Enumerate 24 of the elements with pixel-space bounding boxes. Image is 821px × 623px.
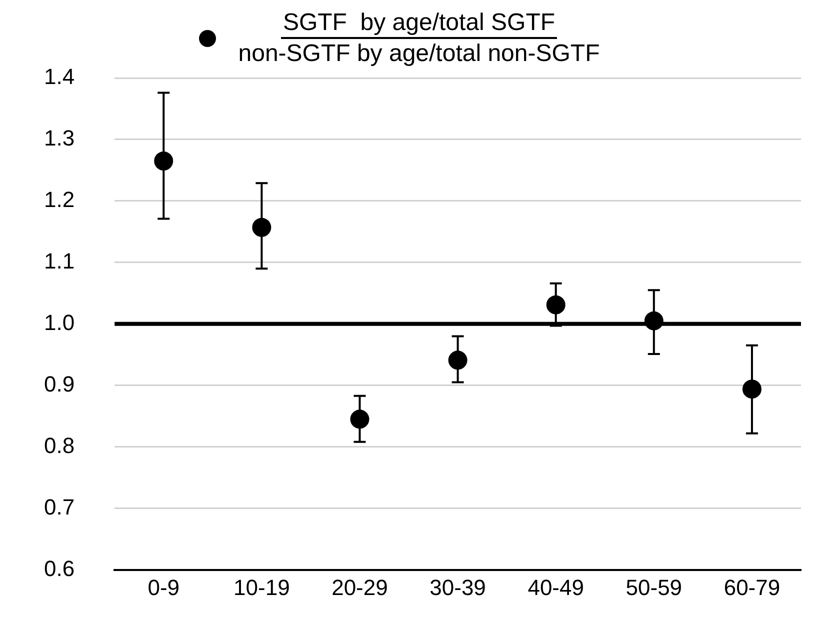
point: [154, 151, 174, 170]
y-tick-label: 0.9: [44, 371, 75, 396]
y-tick-label: 0.6: [44, 556, 75, 581]
x-tick-label: 50-59: [626, 575, 682, 600]
point: [644, 311, 664, 330]
y-tick-label: 1.0: [44, 310, 75, 335]
y-tick-label: 1.4: [44, 64, 75, 90]
text: SGTF by age/total SGTF non-SGTF by age/total non-SGTF: [238, 8, 600, 68]
x-tick-label: 10-19: [234, 575, 290, 600]
point: [448, 350, 468, 370]
y-tick-label: 1.1: [44, 248, 75, 274]
y-tick-label: 0.8: [44, 432, 75, 458]
x-tick-label: 20-29: [332, 575, 388, 600]
point: [350, 410, 370, 429]
x-tick-label: 0-9: [148, 575, 180, 600]
y-tick-label: 0.7: [44, 494, 75, 520]
point: [252, 218, 272, 237]
point: [546, 295, 566, 314]
y-tick-label: 1.3: [44, 126, 75, 151]
x-tick-label: 60-79: [724, 575, 780, 600]
y-tick-label: 1.2: [44, 187, 75, 212]
point: [742, 380, 762, 399]
x-tick-label: 30-39: [430, 575, 486, 600]
x-tick-label: 40-49: [528, 575, 584, 600]
